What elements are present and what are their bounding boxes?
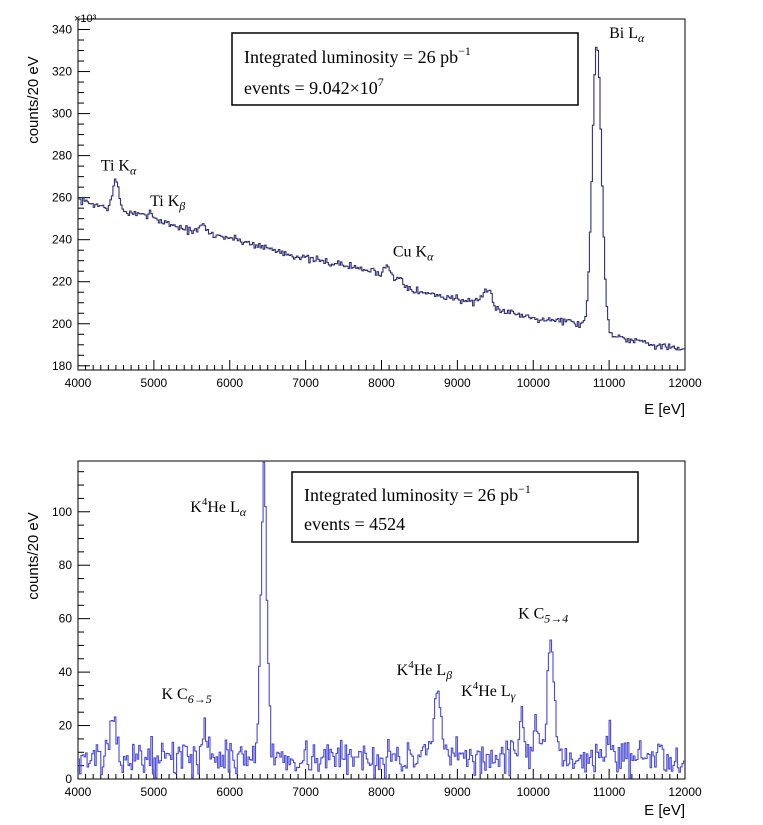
bottom-histogram-line (78, 461, 685, 779)
y-tick-label: 300 (52, 107, 72, 121)
top-histogram-line (78, 46, 685, 351)
x-tick-label: 4000 (65, 785, 92, 799)
y-tick-label: 180 (52, 359, 72, 373)
y-tick-label: 280 (52, 149, 72, 163)
annotation-k4he-lb: K4He Lβ (397, 659, 453, 682)
top-y-multiplier-label: ×10³ (74, 13, 97, 25)
y-tick-label: 0 (65, 772, 72, 786)
x-tick-label: 6000 (216, 785, 243, 799)
y-tick-label: 80 (59, 558, 73, 572)
y-tick-label: 260 (52, 191, 72, 205)
y-tick-label: 100 (52, 505, 72, 519)
annotation-ti-kb: Ti Kβ (150, 193, 185, 213)
svg-text:events = 4524: events = 4524 (304, 514, 405, 534)
top-info-line2: events = 9.042×10 (244, 78, 378, 98)
top-panel: 4000 5000 6000 7000 8000 9000 10000 11000 12000 1… (25, 13, 702, 418)
bottom-info-box: Integrated luminosity = 26 pb−1 events =… (291, 471, 639, 543)
svg-text:Integrated luminosity = 26 pb−: Integrated luminosity = 26 pb−1 (304, 482, 531, 505)
svg-text:events = 9.042×107: events = 9.042×107 (244, 75, 384, 98)
bottom-y-axis-title: counts/20 eV (25, 512, 42, 600)
x-tick-label: 5000 (141, 785, 168, 799)
svg-text:Integrated luminosity = 26 pb−: Integrated luminosity = 26 pb−1 (244, 44, 471, 67)
x-tick-label: 9000 (444, 785, 471, 799)
top-x-axis-title: E [eV] (644, 401, 685, 418)
x-tick-label: 11000 (593, 376, 626, 390)
bottom-panel: 4000 5000 6000 7000 8000 9000 10000 11000 12000 0… (25, 460, 702, 819)
annotation-k-c-5-4: K C5→4 (518, 606, 568, 626)
bottom-info-line1-sup: −1 (518, 482, 531, 496)
y-tick-label: 320 (52, 65, 72, 79)
annotation-bi-la: Bi Lα (609, 25, 645, 45)
y-tick-label: 20 (59, 719, 73, 733)
annotation-k-c-6-5: K C6→5 (161, 686, 211, 706)
bottom-axes: 4000 5000 6000 7000 8000 9000 10000 11000 12000 0… (52, 471, 702, 799)
annotation-k4he-la: K4He Lα (190, 496, 247, 519)
y-tick-label: 200 (52, 317, 72, 331)
x-tick-label: 6000 (216, 376, 243, 390)
x-tick-label: 11000 (593, 785, 626, 799)
top-y-axis-title: counts/20 eV (25, 56, 42, 144)
annotation-k4he-lg: K4He Lγ (461, 680, 516, 703)
top-info-line1: Integrated luminosity = 26 pb (244, 47, 458, 67)
top-axes: 4000 5000 6000 7000 8000 9000 10000 11000 12000 1… (52, 18, 702, 390)
y-tick-label: 340 (52, 23, 72, 37)
bottom-info-line1: Integrated luminosity = 26 pb (304, 485, 518, 505)
annotation-cu-ka: Cu Kα (393, 244, 434, 264)
x-tick-label: 12000 (668, 785, 702, 799)
y-tick-label: 220 (52, 275, 72, 289)
top-info-line2-sup: 7 (378, 75, 384, 89)
bottom-x-axis-title: E [eV] (644, 802, 685, 819)
y-tick-label: 40 (59, 665, 73, 679)
y-tick-label: 60 (59, 612, 73, 626)
y-tick-label: 240 (52, 233, 72, 247)
bottom-annotations: K C6→5 K4He Lα K4He Lβ K4He Lγ K C5→4 (161, 496, 568, 706)
x-tick-label: 8000 (368, 376, 395, 390)
x-tick-label: 7000 (292, 785, 319, 799)
x-tick-label: 7000 (292, 376, 319, 390)
x-tick-label: 10000 (517, 376, 551, 390)
top-annotations: Ti Kα Ti Kβ Cu Kα Bi Lα (101, 25, 645, 264)
x-tick-label: 12000 (668, 376, 702, 390)
x-tick-label: 8000 (368, 785, 395, 799)
x-tick-label: 5000 (141, 376, 168, 390)
x-tick-label: 9000 (444, 376, 471, 390)
x-tick-label: 4000 (65, 376, 92, 390)
x-tick-label: 10000 (517, 785, 551, 799)
annotation-ti-ka: Ti Kα (101, 157, 137, 177)
bottom-info-line2: events = 4524 (304, 514, 405, 534)
top-info-line1-sup: −1 (458, 44, 471, 58)
top-info-box: Integrated luminosity = 26 pb−1 events =… (231, 32, 579, 106)
